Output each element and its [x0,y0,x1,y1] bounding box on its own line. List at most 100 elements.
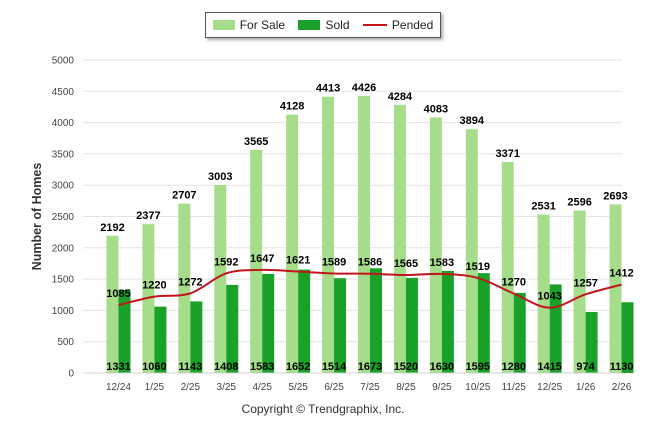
label-sold-2/26: 1130 [610,361,634,373]
bar-for-sale-5/25 [286,114,299,374]
chart-legend: For Sale Sold Pended [205,12,441,38]
label-sold-8/25: 1520 [394,361,418,373]
bar-sold-5/25 [298,269,311,373]
y-tick-label-0: 0 [68,369,74,380]
legend-swatch-sold [298,20,321,30]
bar-for-sale-2/26 [609,204,622,373]
label-sold-12/24: 1331 [106,361,130,373]
bar-for-sale-2/25 [178,203,191,373]
label-for-sale-8/25: 4284 [388,91,413,103]
bar-for-sale-12/25 [537,214,550,373]
label-for-sale-4/25: 3565 [244,136,268,148]
label-pended-10/25: 1519 [466,261,490,273]
label-sold-6/25: 1514 [322,361,347,373]
bar-for-sale-7/25 [358,95,370,373]
label-sold-1/25: 1060 [142,361,166,373]
label-pended-2/25: 1272 [178,276,202,288]
copyright-text: Copyright © Trendgraphix, Inc. [241,402,405,416]
bar-for-sale-4/25 [250,149,263,373]
label-pended-7/25: 1586 [358,257,382,269]
y-tick-label-4500: 4500 [52,87,75,98]
y-tick-label-5000: 5000 [52,56,75,67]
label-pended-4/25: 1647 [250,253,274,265]
y-tick-label-500: 500 [57,337,74,348]
label-pended-5/25: 1621 [286,255,310,267]
y-tick-label-3000: 3000 [52,181,75,192]
label-for-sale-11/25: 3371 [495,148,519,160]
legend-item-for-sale[interactable]: For Sale [212,18,286,32]
bar-for-sale-10/25 [465,129,478,373]
y-axis-title: Number of Homes [30,163,44,271]
label-sold-5/25: 1652 [286,361,310,373]
bar-sold-1/25 [154,306,167,373]
legend-label-pended: Pended [391,18,434,32]
y-tick-label-1000: 1000 [52,306,75,317]
label-pended-12/24: 1085 [106,288,130,300]
bar-sold-2/26 [621,302,634,373]
label-pended-1/26: 1257 [573,277,597,289]
y-tick-label-2000: 2000 [52,243,75,254]
bar-for-sale-12/24 [106,235,119,373]
x-tick-label-1/25: 1/25 [145,382,165,393]
label-pended-3/25: 1592 [214,256,238,268]
bar-sold-8/25 [405,277,418,373]
label-for-sale-12/24: 2192 [100,222,124,234]
legend-swatch-for-sale [212,20,235,30]
label-sold-7/25: 1673 [358,361,382,373]
bar-sold-1/26 [585,312,598,373]
x-tick-label-7/25: 7/25 [360,382,380,393]
bar-sold-9/25 [441,270,454,373]
label-for-sale-9/25: 4083 [424,103,448,115]
label-pended-11/25: 1270 [501,276,525,288]
y-tick-label-4000: 4000 [52,118,75,129]
bar-sold-6/25 [334,278,347,373]
x-tick-label-12/24: 12/24 [106,382,131,393]
bar-for-sale-11/25 [501,161,514,373]
label-for-sale-3/25: 3003 [208,171,232,183]
label-sold-9/25: 1630 [430,361,454,373]
x-tick-label-8/25: 8/25 [396,382,416,393]
bar-for-sale-9/25 [429,117,442,373]
x-tick-label-4/25: 4/25 [252,382,272,393]
label-sold-10/25: 1595 [466,361,490,373]
label-sold-3/25: 1408 [214,361,238,373]
x-tick-label-5/25: 5/25 [288,382,308,393]
x-tick-label-2/25: 2/25 [181,382,201,393]
label-for-sale-5/25: 4128 [280,101,304,113]
bar-sold-3/25 [226,284,239,373]
label-sold-12/25: 1415 [537,361,561,373]
legend-label-for-sale: For Sale [239,18,286,32]
legend-label-sold: Sold [325,18,350,32]
label-sold-11/25: 1280 [501,361,525,373]
label-pended-6/25: 1589 [322,257,346,269]
legend-item-sold[interactable]: Sold [298,18,350,32]
label-sold-4/25: 1583 [250,361,274,373]
label-pended-2/26: 1412 [609,268,633,280]
x-tick-label-3/25: 3/25 [217,382,237,393]
bar-sold-11/25 [513,292,526,373]
bar-sold-4/25 [262,273,275,373]
x-tick-label-1/26: 1/26 [576,382,596,393]
bar-for-sale-3/25 [214,185,227,373]
label-for-sale-1/25: 2377 [136,210,160,222]
label-for-sale-2/26: 2693 [603,190,627,202]
label-sold-1/26: 974 [576,361,595,373]
x-tick-label-12/25: 12/25 [537,382,562,393]
label-for-sale-6/25: 4413 [316,83,340,95]
x-tick-label-11/25: 11/25 [502,382,527,393]
bar-for-sale-6/25 [322,96,335,373]
label-for-sale-2/25: 2707 [172,190,196,202]
bar-for-sale-1/26 [573,210,586,373]
line-pended [118,268,622,309]
label-for-sale-1/26: 2596 [567,196,591,208]
x-tick-label-6/25: 6/25 [324,382,344,393]
legend-item-pended[interactable]: Pended [362,18,434,32]
label-pended-9/25: 1583 [430,257,454,269]
label-for-sale-12/25: 2531 [531,201,555,213]
x-tick-label-2/26: 2/26 [612,382,632,393]
y-tick-label-1500: 1500 [52,275,75,286]
y-tick-label-2500: 2500 [52,212,75,223]
bar-sold-10/25 [477,273,490,373]
legend-swatch-pended [362,24,387,26]
